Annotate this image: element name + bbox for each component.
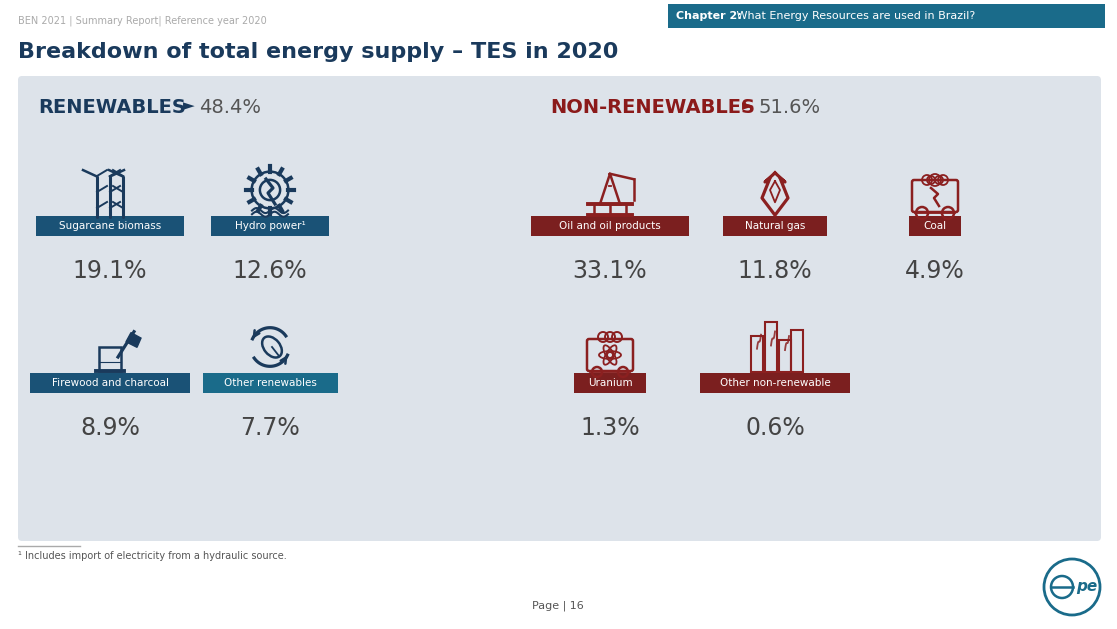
Bar [99,347,121,371]
Bar [211,216,330,236]
Bar [765,322,777,372]
Text: Coal: Coal [924,221,946,231]
Text: BEN 2021 | Summary Report| Reference year 2020: BEN 2021 | Summary Report| Reference yea… [18,16,267,26]
Bar [751,336,763,372]
Text: ►: ► [742,98,754,113]
Text: Hydro power¹: Hydro power¹ [235,221,305,231]
Text: 19.1%: 19.1% [73,259,147,283]
Text: Other renewables: Other renewables [223,378,316,388]
Text: 8.9%: 8.9% [80,416,140,440]
Bar [30,373,190,393]
Text: 12.6%: 12.6% [232,259,307,283]
Text: ►: ► [183,98,194,113]
Bar [779,340,791,372]
Text: 48.4%: 48.4% [199,98,261,117]
Bar [791,330,803,372]
Bar [668,4,1105,28]
Text: Sugarcane biomass: Sugarcane biomass [59,221,161,231]
Text: Page | 16: Page | 16 [532,601,584,611]
Text: 51.6%: 51.6% [758,98,820,117]
FancyBboxPatch shape [18,76,1101,541]
Text: Natural gas: Natural gas [745,221,805,231]
Text: 0.6%: 0.6% [745,416,805,440]
Text: 7.7%: 7.7% [240,416,299,440]
Text: Uranium: Uranium [588,378,632,388]
Polygon shape [126,333,141,347]
Text: 4.9%: 4.9% [905,259,965,283]
Text: Breakdown of total energy supply – TES in 2020: Breakdown of total energy supply – TES i… [18,42,619,62]
Text: 33.1%: 33.1% [573,259,648,283]
Text: Other non-renewable: Other non-renewable [719,378,830,388]
Bar [723,216,827,236]
Bar [203,373,338,393]
Bar [700,373,850,393]
Text: RENEWABLES: RENEWABLES [38,98,185,117]
Text: Chapter 2:: Chapter 2: [676,11,742,21]
Text: What Energy Resources are used in Brazil?: What Energy Resources are used in Brazil… [733,11,975,21]
Text: NON-RENEWABLES: NON-RENEWABLES [550,98,755,117]
Bar [574,373,646,393]
Text: ¹ Includes import of electricity from a hydraulic source.: ¹ Includes import of electricity from a … [18,551,287,561]
Text: 1.3%: 1.3% [580,416,640,440]
Text: Oil and oil products: Oil and oil products [560,221,661,231]
Text: 11.8%: 11.8% [737,259,812,283]
Text: pe: pe [1076,579,1097,594]
Bar [909,216,961,236]
Text: Firewood and charcoal: Firewood and charcoal [51,378,169,388]
Bar [531,216,689,236]
Bar [36,216,184,236]
